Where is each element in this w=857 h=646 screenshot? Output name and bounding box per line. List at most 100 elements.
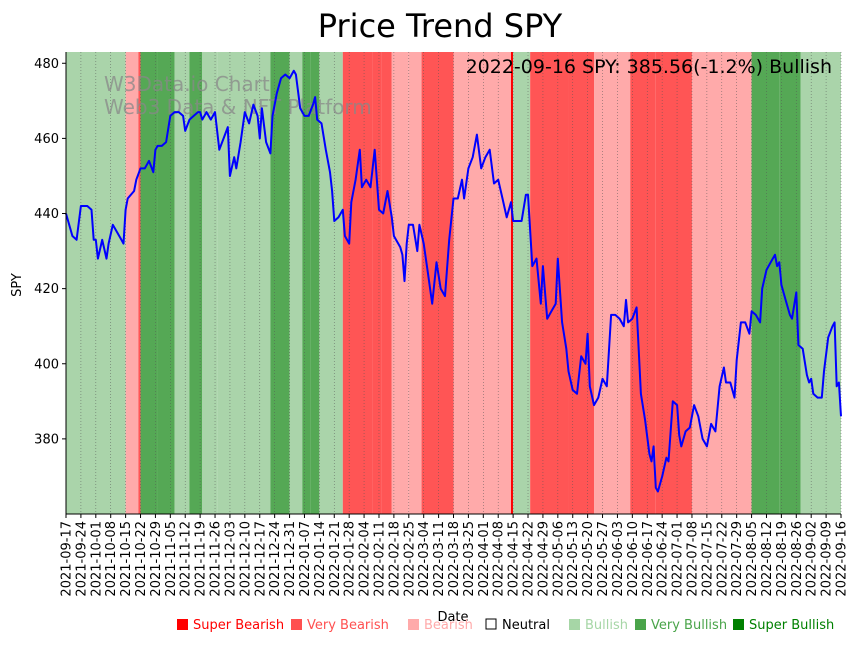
legend-label-super_bullish: Super Bullish [749,618,834,633]
y-tick-label: 400 [34,357,59,372]
y-tick-label: 440 [34,207,59,222]
x-tick-label: 2022-03-11 [432,521,447,597]
x-tick-label: 2022-02-04 [358,521,373,597]
x-tick-label: 2022-05-27 [596,521,611,597]
regime-band-very_bearish [655,52,692,514]
legend-label-super_bearish: Super Bearish [193,618,284,633]
watermark-line-2: Web3 Data & NFT Platform [104,95,372,119]
regime-band-very_bullish [302,52,311,514]
x-tick-label: 2021-10-08 [104,521,119,597]
legend-swatch-very_bullish [635,619,646,630]
x-tick-label: 2022-09-16 [835,521,850,597]
y-axis-label: SPY [10,273,25,297]
regime-band-very_bearish [138,52,141,514]
x-tick-label: 2022-01-21 [328,521,343,597]
legend-swatch-bearish [408,619,419,630]
x-tick-label: 2022-07-01 [671,521,686,597]
x-tick-label: 2022-01-07 [298,521,313,597]
y-tick-label: 480 [34,57,59,72]
x-tick-label: 2022-04-08 [492,521,507,597]
x-axis-label: Date [437,610,468,625]
x-tick-label: 2021-09-17 [60,521,75,597]
regime-band-bearish [594,52,631,514]
y-axis-ticks: 380 400 420 440 460 480 [34,57,66,447]
x-tick-label: 2022-03-25 [462,521,477,597]
x-tick-label: 2021-10-22 [134,521,149,597]
regime-band-very_bullish [140,52,158,514]
x-tick-label: 2022-09-02 [805,521,820,597]
x-tick-label: 2022-08-05 [745,521,760,597]
regime-band-bearish [453,52,511,514]
x-tick-label: 2021-12-17 [253,521,268,597]
x-tick-label: 2022-09-09 [820,521,835,597]
regime-band-very_bearish [381,52,392,514]
x-tick-label: 2022-03-04 [417,521,432,597]
x-tick-label: 2022-06-10 [626,521,641,597]
x-tick-label: 2021-09-24 [74,521,89,597]
x-tick-label: 2022-07-08 [685,521,700,597]
x-tick-label: 2022-05-06 [551,521,566,597]
legend-swatch-super_bullish [733,619,744,630]
chart-title: Price Trend SPY [318,7,563,45]
regime-band-very_bearish [530,52,569,514]
watermark-line-1: W3Data.io Chart [104,72,270,96]
x-tick-label: 2022-07-15 [700,521,715,597]
legend-label-neutral: Neutral [502,618,550,633]
regime-band-bullish [513,52,531,514]
x-tick-label: 2022-02-25 [402,521,417,597]
legend: Super Bearish Very Bearish Bearish Neutral B… [177,618,834,633]
x-tick-label: 2022-02-11 [372,521,387,597]
x-tick-label: 2021-12-03 [223,521,238,597]
regime-band-very_bearish [372,52,382,514]
legend-label-very_bullish: Very Bullish [651,618,727,633]
legend-swatch-bullish [569,619,580,630]
price-annotation: 2022-09-16 SPY: 385.56(-1.2%) Bullish [466,56,832,78]
regime-band-very_bullish [779,52,801,514]
x-tick-label: 2021-11-05 [164,521,179,597]
x-tick-label: 2021-11-26 [209,521,224,597]
regime-band-bearish [391,52,409,514]
regime-band-very_bullish [310,52,320,514]
regime-band-bullish [289,52,303,514]
x-tick-label: 2022-06-17 [641,521,656,597]
legend-label-very_bearish: Very Bearish [307,618,389,633]
regime-band-very_bullish [751,52,780,514]
x-tick-label: 2022-03-18 [447,521,462,597]
x-tick-label: 2022-07-29 [730,521,745,597]
x-tick-label: 2022-06-03 [611,521,626,597]
regime-band-very_bullish [270,52,290,514]
x-tick-label: 2022-04-29 [536,521,551,597]
legend-swatch-neutral [485,618,497,630]
x-tick-label: 2021-11-19 [194,521,209,597]
regime-band-bullish [174,52,190,514]
x-tick-label: 2021-12-10 [238,521,253,597]
regime-band-bullish [800,52,841,514]
x-tick-label: 2021-12-24 [268,521,283,597]
regime-band-very_bearish [630,52,656,514]
x-tick-label: 2021-10-29 [149,521,164,597]
x-axis-ticks: 2021-09-17 2021-09-24 2021-10-01 2021-10-08… [60,514,850,597]
x-tick-label: 2022-05-20 [581,521,596,597]
x-tick-label: 2022-04-15 [507,521,522,597]
x-tick-label: 2021-10-01 [89,521,104,597]
x-tick-label: 2022-08-26 [790,521,805,597]
y-tick-label: 460 [34,132,59,147]
x-tick-label: 2022-08-19 [775,521,790,597]
regime-band-bullish [202,52,218,514]
legend-label-bullish: Bullish [585,618,628,633]
regime-band-super_bearish [510,52,514,514]
x-tick-label: 2022-01-28 [343,521,358,597]
x-tick-label: 2022-02-18 [387,521,402,597]
legend-swatch-very_bearish [291,619,302,630]
x-tick-label: 2022-04-22 [522,521,537,597]
x-tick-label: 2021-12-31 [283,521,298,597]
x-tick-label: 2021-11-12 [179,521,194,597]
regime-band-very_bearish [568,52,595,514]
legend-swatch-super_bearish [177,619,188,630]
regime-band-bearish [408,52,422,514]
x-tick-label: 2022-06-24 [656,521,671,597]
x-tick-label: 2022-04-01 [477,521,492,597]
y-tick-label: 380 [34,432,59,447]
regime-band-bearish [125,52,139,514]
